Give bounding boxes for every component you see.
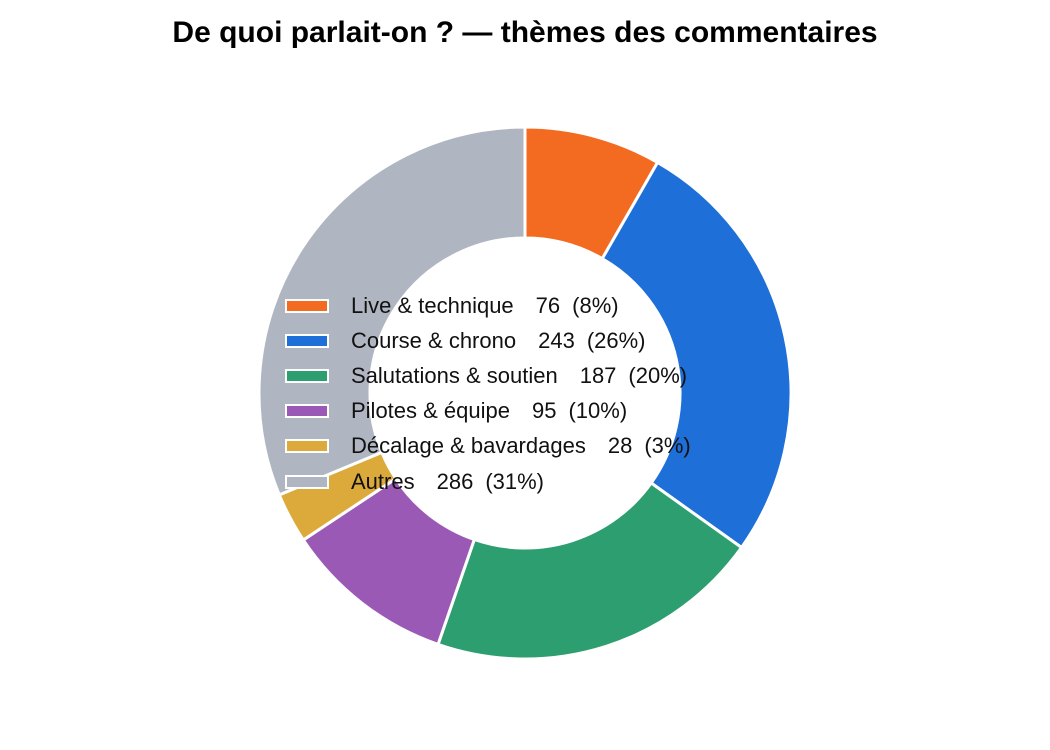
legend-value: 76 — [535, 292, 561, 318]
legend-swatch — [285, 404, 329, 419]
donut-slice — [436, 481, 744, 661]
legend-label: Salutations & soutien — [351, 362, 558, 388]
legend-label: Pilotes & équipe — [351, 398, 510, 424]
legend-percent: (31%) — [485, 468, 544, 494]
legend-value: 28 — [607, 433, 633, 459]
legend-value: 243 — [538, 327, 575, 353]
legend-item: Autres 286 (31%) — [285, 464, 691, 499]
legend-label: Autres — [351, 468, 415, 494]
legend-swatch — [285, 333, 329, 348]
legend-item: Salutations & soutien 187 (20%) — [285, 358, 691, 393]
legend: Live & technique 76 (8%) Course & chrono 243… — [285, 288, 691, 499]
legend-label: Course & chrono — [351, 327, 517, 353]
legend-percent: (8%) — [572, 292, 619, 318]
legend-value: 286 — [436, 468, 474, 494]
legend-item: Course & chrono 243 (26%) — [285, 323, 691, 358]
legend-swatch — [285, 474, 329, 489]
donut-slice — [257, 125, 527, 497]
legend-label: Live & technique — [351, 292, 514, 318]
legend-item: Pilotes & équipe 95 (10%) — [285, 394, 691, 429]
legend-swatch — [285, 439, 329, 454]
legend-item: Live & technique 76 (8%) — [285, 288, 691, 323]
legend-value: 187 — [579, 362, 617, 388]
legend-percent: (3%) — [644, 433, 691, 459]
legend-percent: (26%) — [586, 327, 646, 353]
donut-slice — [600, 160, 793, 549]
legend-swatch — [285, 298, 329, 313]
legend-label: Décalage & bavardages — [351, 433, 586, 459]
legend-swatch — [285, 368, 329, 383]
legend-percent: (20%) — [628, 362, 688, 388]
chart-title: De quoi parlait-on ? — thèmes des commen… — [172, 16, 878, 49]
legend-value: 95 — [532, 398, 557, 424]
legend-percent: (10%) — [568, 398, 628, 424]
legend-item: Décalage & bavardages 28 (3%) — [285, 429, 691, 464]
